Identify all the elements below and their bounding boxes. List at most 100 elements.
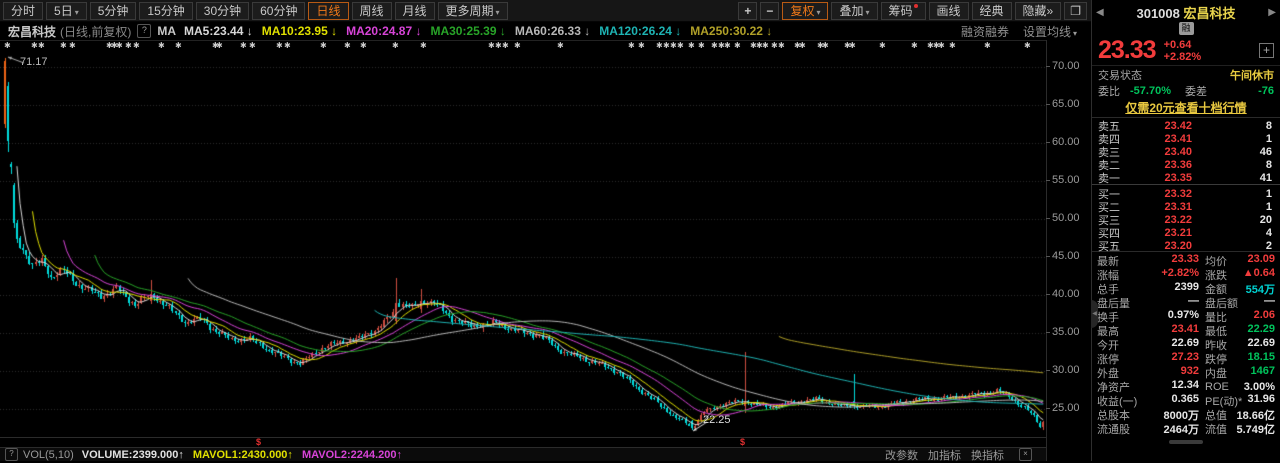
add-to-watchlist-button[interactable]: + bbox=[1259, 43, 1274, 58]
sell-order-row[interactable]: 卖三 23.40 46 bbox=[1092, 144, 1280, 159]
announcement-marker-icon[interactable]: ✱ bbox=[284, 41, 291, 50]
announcement-marker-icon[interactable]: ✱ bbox=[111, 41, 118, 50]
announcement-marker-icon[interactable]: ✱ bbox=[778, 41, 785, 50]
dividend-marker-icon[interactable]: $ bbox=[256, 437, 262, 447]
help-icon[interactable]: ? bbox=[137, 24, 152, 38]
announcement-marker-icon[interactable]: ✱ bbox=[698, 41, 705, 50]
announcement-marker-icon[interactable]: ✱ bbox=[817, 41, 824, 50]
announcement-marker-icon[interactable]: ✱ bbox=[927, 41, 934, 50]
period-button-周线[interactable]: 周线 bbox=[351, 1, 392, 20]
announcement-marker-icon[interactable]: ✱ bbox=[938, 41, 945, 50]
announcement-marker-icon[interactable]: ✱ bbox=[240, 41, 247, 50]
kline-chart[interactable]: ✱ ✱ ✱ ✱ ✱ ✱ ✱ ✱ ✱ ✱ ✱ ✱ ✱ ✱ ✱ ✱ ✱ ✱ ✱ ✱ ✱ ✱ ✱ ✱ ✱ ✱ ✱ ✱ ✱ ✱ ✱ ✱ ✱ ✱ ✱ ✱ ✱ ✱ ✱ ✱… bbox=[0, 40, 1046, 438]
add-indicator-link[interactable]: 加指标 bbox=[928, 449, 961, 462]
switch-indicator-link[interactable]: 换指标 bbox=[971, 449, 1004, 462]
tool-button-−[interactable]: − bbox=[760, 1, 780, 20]
announcement-marker-icon[interactable]: ✱ bbox=[656, 41, 663, 50]
next-stock-icon[interactable]: ▶ bbox=[1268, 6, 1276, 18]
margin-trading-link[interactable]: 融资融券 bbox=[960, 24, 1009, 39]
announcement-marker-icon[interactable]: ✱ bbox=[849, 41, 856, 50]
tool-button-经典[interactable]: 经典 bbox=[971, 1, 1012, 20]
announcement-marker-icon[interactable]: ✱ bbox=[750, 41, 757, 50]
period-button-更多周期[interactable]: 更多周期 ▾ bbox=[437, 1, 508, 20]
period-button-30分钟[interactable]: 30分钟 bbox=[195, 1, 250, 20]
announcement-marker-icon[interactable]: ✱ bbox=[718, 41, 725, 50]
announcement-marker-icon[interactable]: ✱ bbox=[216, 41, 223, 50]
announcement-marker-icon[interactable]: ✱ bbox=[392, 41, 399, 50]
prev-stock-icon[interactable]: ◀ bbox=[1096, 6, 1104, 18]
indicator-help-icon[interactable]: ? bbox=[5, 448, 18, 461]
announcement-marker-icon[interactable]: ✱ bbox=[514, 41, 521, 50]
announcement-marker-icon[interactable]: ✱ bbox=[762, 41, 769, 50]
period-button-日线[interactable]: 日线 bbox=[308, 1, 349, 20]
announcement-marker-icon[interactable]: ✱ bbox=[677, 41, 684, 50]
announcement-marker-icon[interactable]: ✱ bbox=[175, 41, 182, 50]
announcement-marker-icon[interactable]: ✱ bbox=[933, 41, 940, 50]
announcement-marker-icon[interactable]: ✱ bbox=[879, 41, 886, 50]
announcement-marker-icon[interactable]: ✱ bbox=[638, 41, 645, 50]
ma-settings-link[interactable]: 设置均线 ▾ bbox=[1022, 24, 1077, 39]
buy-order-row[interactable]: 买四 23.21 4 bbox=[1092, 225, 1280, 240]
announcement-marker-icon[interactable]: ✱ bbox=[38, 41, 45, 50]
tool-button-+[interactable]: + bbox=[738, 1, 758, 20]
announcement-marker-icon[interactable]: ✱ bbox=[949, 41, 956, 50]
announcement-marker-icon[interactable]: ✱ bbox=[495, 41, 502, 50]
period-button-5日[interactable]: 5日 ▾ bbox=[46, 1, 87, 20]
tool-button-复权[interactable]: 复权 ▾ bbox=[782, 1, 829, 20]
buy-order-row[interactable]: 买一 23.32 1 bbox=[1092, 186, 1280, 201]
announcement-marker-icon[interactable]: ✱ bbox=[799, 41, 806, 50]
announcement-marker-icon[interactable]: ✱ bbox=[771, 41, 778, 50]
tool-button-隐藏»[interactable]: 隐藏» bbox=[1014, 1, 1062, 20]
dividend-marker-icon[interactable]: $ bbox=[740, 437, 746, 447]
tool-button-画线[interactable]: 画线 bbox=[928, 1, 969, 20]
announcement-marker-icon[interactable]: ✱ bbox=[557, 41, 564, 50]
announcement-marker-icon[interactable]: ✱ bbox=[488, 41, 495, 50]
period-button-15分钟[interactable]: 15分钟 bbox=[139, 1, 193, 20]
announcement-marker-icon[interactable]: ✱ bbox=[911, 41, 918, 50]
panel-collapse-handle[interactable]: ◀ bbox=[1091, 300, 1098, 328]
announcement-marker-icon[interactable]: ✱ bbox=[1024, 41, 1031, 50]
indicator-name[interactable]: VOL(5,10) bbox=[23, 448, 74, 461]
announcement-marker-icon[interactable]: ✱ bbox=[670, 41, 677, 50]
announcement-marker-icon[interactable]: ✱ bbox=[320, 41, 327, 50]
tool-button-❐[interactable]: ❐ bbox=[1064, 1, 1087, 20]
sell-order-row[interactable]: 卖四 23.41 1 bbox=[1092, 131, 1280, 146]
announcement-marker-icon[interactable]: ✱ bbox=[116, 41, 123, 50]
announcement-marker-icon[interactable]: ✱ bbox=[276, 41, 283, 50]
announcement-marker-icon[interactable]: ✱ bbox=[31, 41, 38, 50]
announcement-marker-icon[interactable]: ✱ bbox=[344, 41, 351, 50]
candlestick-canvas[interactable] bbox=[0, 41, 1046, 438]
announcement-marker-icon[interactable]: ✱ bbox=[69, 41, 76, 50]
sell-order-row[interactable]: 卖二 23.36 8 bbox=[1092, 157, 1280, 172]
announcement-marker-icon[interactable]: ✱ bbox=[249, 41, 256, 50]
panel-scrollbar-handle[interactable] bbox=[1169, 440, 1203, 444]
announcement-marker-icon[interactable]: ✱ bbox=[734, 41, 741, 50]
tool-button-叠加[interactable]: 叠加 ▾ bbox=[831, 1, 878, 20]
sell-order-row[interactable]: 卖一 23.35 41 bbox=[1092, 170, 1280, 185]
announcement-marker-icon[interactable]: ✱ bbox=[984, 41, 991, 50]
buy-order-row[interactable]: 买二 23.31 1 bbox=[1092, 199, 1280, 214]
announcement-marker-icon[interactable]: ✱ bbox=[133, 41, 140, 50]
announcement-marker-icon[interactable]: ✱ bbox=[628, 41, 635, 50]
announcement-marker-icon[interactable]: ✱ bbox=[663, 41, 670, 50]
announcement-marker-icon[interactable]: ✱ bbox=[844, 41, 851, 50]
announcement-marker-icon[interactable]: ✱ bbox=[724, 41, 731, 50]
announcement-marker-icon[interactable]: ✱ bbox=[502, 41, 509, 50]
buy-order-row[interactable]: 买五 23.20 2 bbox=[1092, 238, 1280, 253]
announcement-marker-icon[interactable]: ✱ bbox=[4, 41, 11, 50]
announcement-marker-icon[interactable]: ✱ bbox=[420, 41, 427, 50]
announcement-marker-icon[interactable]: ✱ bbox=[756, 41, 763, 50]
announcement-marker-icon[interactable]: ✱ bbox=[158, 41, 165, 50]
close-indicator-icon[interactable]: × bbox=[1019, 448, 1032, 461]
sell-order-row[interactable]: 卖五 23.42 8 bbox=[1092, 118, 1280, 133]
announcement-marker-icon[interactable]: ✱ bbox=[125, 41, 132, 50]
level2-promo-link[interactable]: 仅需20元查看十档行情 bbox=[1125, 101, 1247, 115]
announcement-marker-icon[interactable]: ✱ bbox=[688, 41, 695, 50]
edit-params-link[interactable]: 改参数 bbox=[885, 449, 918, 462]
buy-order-row[interactable]: 买三 23.22 20 bbox=[1092, 212, 1280, 227]
announcement-marker-icon[interactable]: ✱ bbox=[711, 41, 718, 50]
announcement-marker-icon[interactable]: ✱ bbox=[106, 41, 113, 50]
tool-button-筹码[interactable]: 筹码 bbox=[880, 1, 926, 20]
announcement-marker-icon[interactable]: ✱ bbox=[794, 41, 801, 50]
announcement-marker-icon[interactable]: ✱ bbox=[822, 41, 829, 50]
